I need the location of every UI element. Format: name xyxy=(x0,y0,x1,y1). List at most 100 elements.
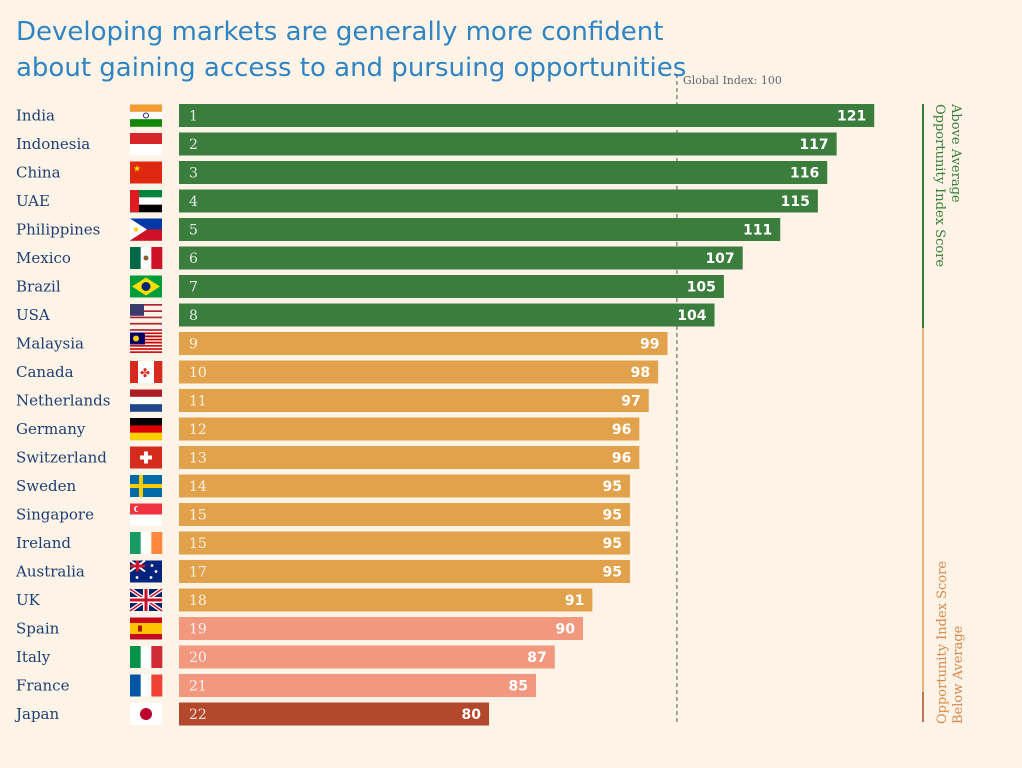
country-label: Singapore xyxy=(16,506,94,524)
bar xyxy=(179,132,837,156)
country-label: Australia xyxy=(15,563,85,581)
value-label: 115 xyxy=(781,194,810,210)
above-average-label: Opportunity Index Score xyxy=(932,104,947,267)
india-flag-icon xyxy=(130,104,162,127)
rank-label: 13 xyxy=(189,451,207,467)
country-label: UK xyxy=(16,591,41,609)
rank-label: 17 xyxy=(189,565,207,581)
bar xyxy=(179,389,649,412)
australia-flag-icon xyxy=(129,559,162,583)
bar xyxy=(179,531,630,555)
rank-label: 22 xyxy=(189,707,207,723)
bar xyxy=(179,218,781,241)
value-label: 95 xyxy=(602,536,621,552)
value-label: 107 xyxy=(705,251,734,267)
value-label: 87 xyxy=(527,650,546,666)
country-label: Canada xyxy=(16,363,74,381)
country-label: Italy xyxy=(16,648,51,666)
country-label: India xyxy=(16,107,55,125)
bar xyxy=(179,332,668,355)
value-label: 99 xyxy=(640,337,659,353)
philippines-flag-icon xyxy=(130,218,162,241)
country-label: Japan xyxy=(14,705,60,723)
value-label: 96 xyxy=(612,451,631,467)
brazil-flag-icon xyxy=(130,275,162,298)
bar xyxy=(179,560,630,583)
uk-flag-icon xyxy=(128,587,164,613)
uae-flag-icon xyxy=(130,190,162,213)
bar xyxy=(179,674,536,697)
country-label: Brazil xyxy=(16,278,61,296)
rank-label: 8 xyxy=(189,308,198,324)
value-label: 85 xyxy=(509,679,528,695)
germany-flag-icon xyxy=(130,418,162,441)
rank-label: 11 xyxy=(189,394,207,410)
rank-label: 10 xyxy=(189,365,207,381)
bar xyxy=(179,588,593,612)
ireland-flag-icon xyxy=(130,532,163,554)
country-label: Malaysia xyxy=(16,335,84,353)
value-label: 116 xyxy=(790,166,819,182)
country-label: USA xyxy=(16,306,50,324)
country-label: Ireland xyxy=(16,534,71,552)
value-label: 121 xyxy=(837,109,866,125)
value-label: 104 xyxy=(677,308,706,324)
reference-line-label: Global Index: 100 xyxy=(683,74,782,87)
china-flag-icon: ★ xyxy=(130,161,162,184)
country-label: Netherlands xyxy=(16,392,110,410)
rank-label: 21 xyxy=(189,679,207,695)
value-label: 95 xyxy=(602,479,621,495)
svg-text:★: ★ xyxy=(133,165,141,175)
rank-label: 4 xyxy=(189,194,198,210)
rank-label: 2 xyxy=(189,137,198,153)
svg-text:✤: ✤ xyxy=(140,366,150,380)
rank-label: 1 xyxy=(189,109,198,125)
country-label: France xyxy=(16,677,70,695)
country-label: Mexico xyxy=(16,249,71,267)
bar xyxy=(179,275,724,298)
bar xyxy=(179,189,818,213)
rank-label: 15 xyxy=(189,508,207,524)
value-label: 97 xyxy=(621,394,640,410)
bar xyxy=(179,474,630,498)
country-label: Indonesia xyxy=(16,135,90,153)
value-label: 80 xyxy=(462,707,482,723)
rank-label: 15 xyxy=(189,536,207,552)
bar xyxy=(179,702,490,726)
canada-flag-icon: ✤ xyxy=(130,361,163,383)
bar xyxy=(179,446,640,469)
rank-label: 14 xyxy=(189,479,207,495)
rank-label: 5 xyxy=(189,223,198,239)
value-label: 91 xyxy=(565,593,584,609)
chart-title-line-2: about gaining access to and pursuing opp… xyxy=(16,53,687,83)
below-average-label: Below Average xyxy=(951,625,966,724)
below-average-label: Opportunity Index Score xyxy=(935,561,950,724)
value-label: 96 xyxy=(612,422,631,438)
sweden-flag-icon xyxy=(130,475,162,497)
country-label: UAE xyxy=(16,192,50,210)
bar xyxy=(179,246,743,270)
value-label: 111 xyxy=(743,223,772,239)
country-label: China xyxy=(16,164,61,182)
bar xyxy=(179,645,555,669)
country-label: Philippines xyxy=(16,221,100,239)
rank-label: 18 xyxy=(189,593,207,609)
bar xyxy=(179,104,875,127)
bar xyxy=(179,360,659,384)
chart-title-line-1: Developing markets are generally more co… xyxy=(16,17,664,47)
value-label: 117 xyxy=(799,137,828,153)
bar xyxy=(179,303,715,327)
indonesia-flag-icon xyxy=(130,133,162,156)
bar xyxy=(179,503,630,526)
value-label: 90 xyxy=(555,622,575,638)
country-label: Germany xyxy=(16,420,86,438)
japan-flag-icon xyxy=(130,703,162,725)
france-flag-icon xyxy=(130,674,163,697)
rank-label: 19 xyxy=(189,622,207,638)
value-label: 98 xyxy=(631,365,650,381)
value-label: 95 xyxy=(602,565,621,581)
malaysia-flag-icon xyxy=(130,332,162,353)
rank-label: 9 xyxy=(189,337,198,353)
rank-label: 20 xyxy=(189,650,207,666)
